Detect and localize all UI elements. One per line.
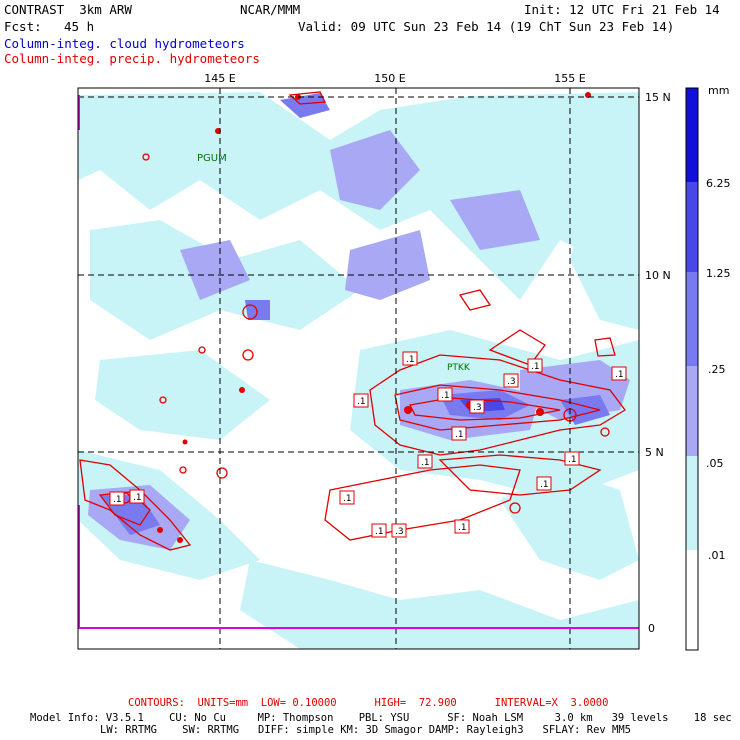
contour-label: .3 xyxy=(469,399,485,414)
colorbar-label: .01 xyxy=(708,549,726,562)
svg-text:.1: .1 xyxy=(421,458,430,468)
valid-time: Valid: 09 UTC Sun 23 Feb 14 (19 ChT Sun … xyxy=(298,19,675,34)
precip-contours xyxy=(79,91,626,551)
contour-label: .1 xyxy=(437,387,453,402)
contour-label: .1 xyxy=(451,426,467,441)
field-cloud-label: Column-integ. cloud hydrometeors xyxy=(4,36,245,51)
colorbar-unit: mm xyxy=(708,84,729,97)
colorbar-swatch-6.25 xyxy=(686,88,698,182)
colorbar-swatch-.05 xyxy=(686,366,698,456)
svg-text:.1: .1 xyxy=(441,391,450,401)
graticule xyxy=(78,88,639,649)
colorbar-swatch-.25 xyxy=(686,272,698,366)
contour-label: .1 xyxy=(371,523,387,538)
contour-label: .3 xyxy=(391,523,407,538)
svg-text:.3: .3 xyxy=(473,403,482,413)
contour-label: .3 xyxy=(503,373,519,388)
lat-label-10: 10 N xyxy=(645,269,671,282)
model-title: CONTRAST 3km ARW xyxy=(4,2,132,17)
contour-label: .1 xyxy=(402,351,418,366)
init-time: Init: 12 UTC Fri 21 Feb 14 xyxy=(524,2,720,17)
svg-text:.1: .1 xyxy=(133,493,142,503)
contour-label: .1 xyxy=(109,491,125,506)
colorbar-swatch-1.25 xyxy=(686,182,698,272)
contour-label: .1 xyxy=(353,393,369,408)
svg-text:.1: .1 xyxy=(455,430,464,440)
contour-label: .1 xyxy=(454,519,470,534)
colorbar-swatch-.01 xyxy=(686,456,698,550)
contour-label: .1 xyxy=(417,454,433,469)
model-info-line1: Model Info: V3.5.1 CU: No Cu MP: Thompso… xyxy=(30,712,732,724)
station-ptkk: PTKK xyxy=(447,363,471,373)
station-pgum: PGUM xyxy=(197,153,227,164)
precip-cores xyxy=(157,92,591,543)
svg-text:.1: .1 xyxy=(540,480,549,490)
svg-text:.3: .3 xyxy=(507,377,516,387)
forecast-hour: 45 h xyxy=(64,19,95,34)
domain-boundary xyxy=(78,505,639,629)
colorbar-swatch-0 xyxy=(686,550,698,650)
contour-label: .1 xyxy=(129,489,145,504)
contour-label-group: .1 .1 .1 .3 .1 .1 .1 .1 .1 .1 .1 .3 .1 .… xyxy=(109,351,627,538)
contours-info: CONTOURS: UNITS=mm LOW= 0.10000 HIGH= 72… xyxy=(128,697,609,709)
svg-text:.1: .1 xyxy=(568,455,577,465)
colorbar-label: .05 xyxy=(706,457,724,470)
svg-text:.3: .3 xyxy=(395,527,404,537)
cloud-shading xyxy=(78,92,639,649)
svg-text:.1: .1 xyxy=(458,523,467,533)
svg-text:.1: .1 xyxy=(406,355,415,365)
contour-label: .1 xyxy=(536,476,552,491)
lon-label-155: 155 E xyxy=(554,72,585,85)
lon-label-145: 145 E xyxy=(204,72,235,85)
map-frame xyxy=(77,87,640,650)
contour-label: .1 xyxy=(527,358,543,373)
lat-label-5: 5 N xyxy=(645,446,664,459)
contour-label: .1 xyxy=(611,366,627,381)
colorbar-label: 6.25 xyxy=(706,177,731,190)
svg-text:.1: .1 xyxy=(375,527,384,537)
svg-text:.1: .1 xyxy=(113,495,122,505)
svg-text:.1: .1 xyxy=(531,362,540,372)
lat-label-15: 15 N xyxy=(645,91,671,104)
lon-label-150: 150 E xyxy=(374,72,405,85)
colorbar-label: 1.25 xyxy=(706,267,731,280)
model-info-line2: LW: RRTMG SW: RRTMG DIFF: simple KM: 3D … xyxy=(100,724,632,736)
colorbar-label: .25 xyxy=(708,363,726,376)
svg-text:.1: .1 xyxy=(615,370,624,380)
colorbar-label: 0 xyxy=(648,622,655,635)
field-precip-label: Column-integ. precip. hydrometeors xyxy=(4,51,260,66)
svg-text:.1: .1 xyxy=(343,494,352,504)
contour-label: .1 xyxy=(339,490,355,505)
contour-label: .1 xyxy=(564,451,580,466)
center-title: NCAR/MMM xyxy=(240,2,301,17)
svg-text:.1: .1 xyxy=(357,397,366,407)
forecast-label: Fcst: xyxy=(4,19,42,34)
